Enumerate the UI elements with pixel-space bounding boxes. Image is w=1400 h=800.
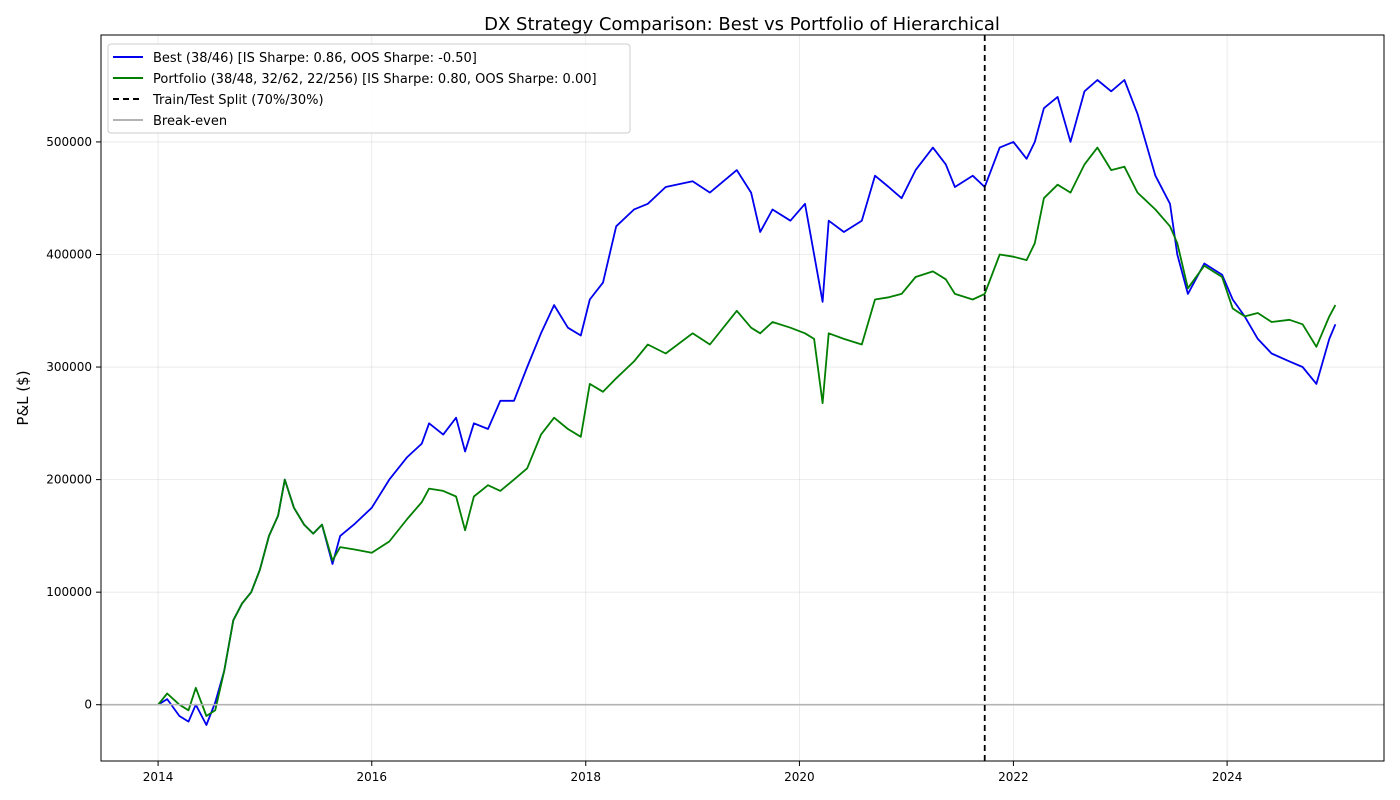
x-axis: 2014 2016 2018 2020 2022 2024 [143, 761, 1243, 784]
y-tick-label: 400000 [46, 247, 92, 261]
legend-box [107, 43, 631, 134]
y-tick-label: 500000 [46, 135, 92, 149]
x-tick-label: 2022 [998, 770, 1029, 784]
y-axis: 0 100000 200000 300000 400000 500000 [46, 135, 101, 712]
x-tick-label: 2016 [356, 770, 387, 784]
y-axis-label: P&L ($) [14, 370, 32, 425]
x-tick-label: 2024 [1212, 770, 1243, 784]
series-lines [157, 79, 1337, 726]
plot-frame [100, 34, 1385, 762]
x-tick-label: 2020 [784, 770, 815, 784]
y-tick-label: 300000 [46, 360, 92, 374]
legend-label-portfolio: Portfolio (38/48, 32/62, 22/256) [IS Sha… [153, 72, 597, 87]
portfolio-series-line [157, 146, 1337, 717]
x-tick-label: 2014 [143, 770, 174, 784]
legend-label-split: Train/Test Split (70%/30%) [152, 93, 324, 108]
x-tick-label: 2018 [570, 770, 601, 784]
legend-label-best: Best (38/46) [IS Sharpe: 0.86, OOS Sharp… [153, 51, 477, 66]
y-tick-label: 100000 [46, 585, 92, 599]
legend: Best (38/46) [IS Sharpe: 0.86, OOS Sharp… [107, 43, 631, 134]
legend-label-break-even: Break-even [153, 114, 227, 129]
y-tick-label: 200000 [46, 473, 92, 487]
y-tick-label: 0 [84, 698, 92, 712]
reference-lines [101, 35, 1384, 761]
chart-title: DX Strategy Comparison: Best vs Portfoli… [484, 14, 1000, 35]
